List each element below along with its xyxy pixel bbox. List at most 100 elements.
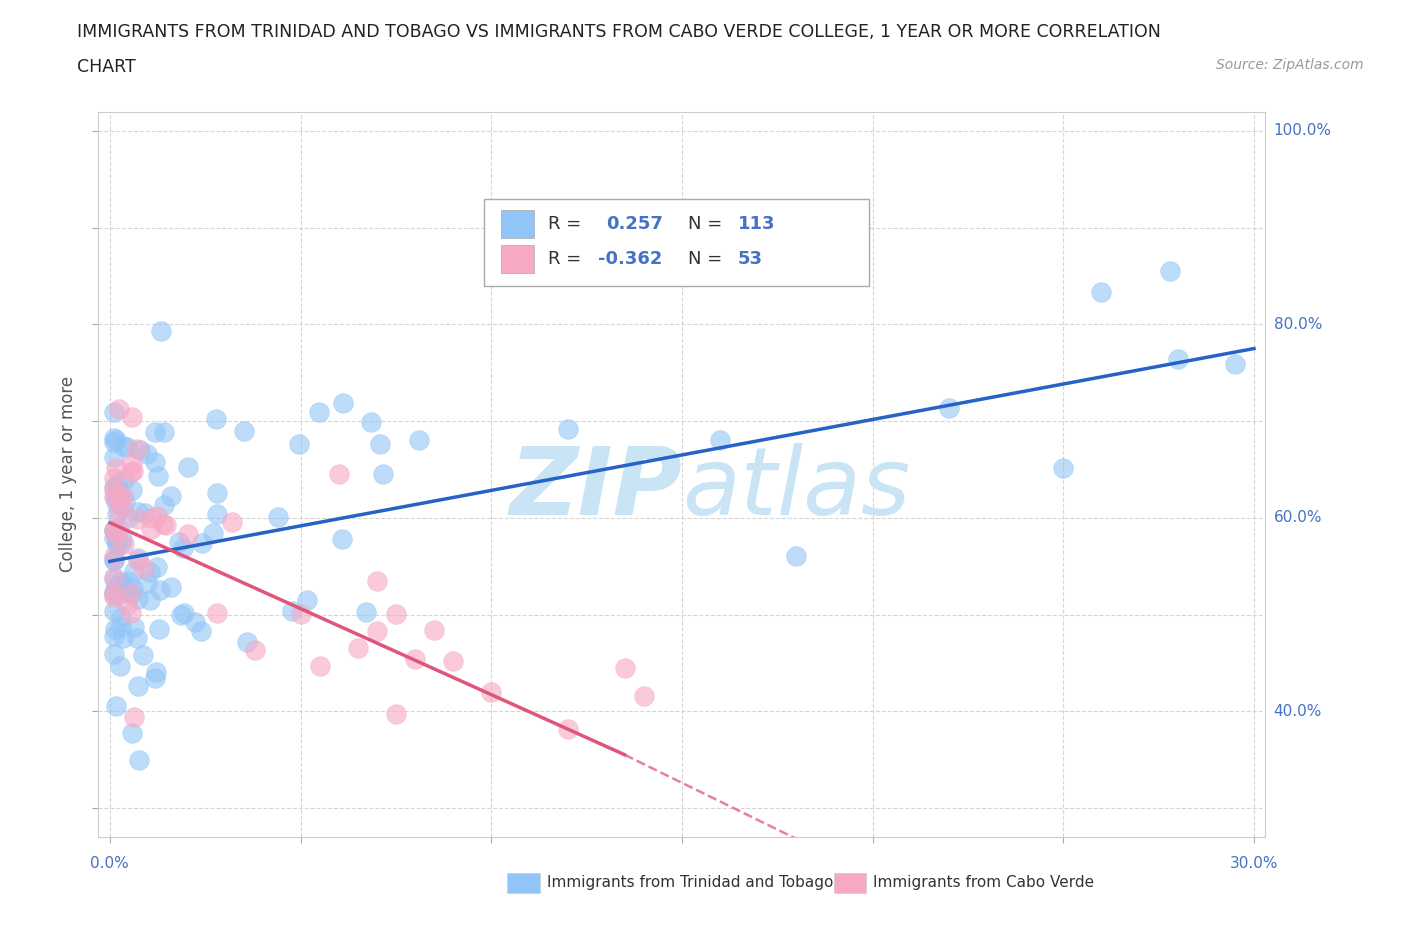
Point — [145, 665, 167, 680]
Point — [103, 523, 125, 538]
Point — [709, 432, 731, 447]
Point — [103, 489, 125, 504]
Point — [160, 579, 183, 594]
Point — [1223, 356, 1246, 371]
Point — [236, 634, 259, 649]
Point — [423, 622, 446, 637]
Point — [408, 432, 430, 447]
Point — [136, 446, 159, 461]
Point — [104, 527, 127, 542]
Point — [112, 472, 135, 487]
Point — [103, 431, 125, 445]
Point — [117, 598, 139, 613]
Point — [118, 586, 141, 601]
Point — [117, 511, 139, 525]
Point — [205, 507, 228, 522]
Point — [103, 483, 125, 498]
Point — [110, 578, 132, 592]
Point — [103, 646, 125, 661]
Point — [170, 608, 193, 623]
Point — [1159, 264, 1181, 279]
Point — [153, 424, 176, 439]
Point — [557, 722, 579, 737]
Text: atlas: atlas — [682, 444, 910, 535]
Point — [105, 494, 128, 509]
Point — [104, 460, 127, 475]
Point — [328, 467, 350, 482]
FancyBboxPatch shape — [484, 199, 869, 286]
Point — [150, 324, 173, 339]
FancyBboxPatch shape — [834, 872, 866, 893]
Text: IMMIGRANTS FROM TRINIDAD AND TOBAGO VS IMMIGRANTS FROM CABO VERDE COLLEGE, 1 YEA: IMMIGRANTS FROM TRINIDAD AND TOBAGO VS I… — [77, 23, 1161, 41]
Point — [103, 604, 125, 618]
Point — [103, 471, 125, 485]
Point — [108, 504, 131, 519]
Text: N =: N = — [688, 215, 728, 233]
Point — [332, 395, 354, 410]
Point — [134, 506, 156, 521]
Point — [107, 521, 129, 536]
Point — [281, 604, 304, 618]
Point — [152, 498, 174, 512]
FancyBboxPatch shape — [508, 872, 540, 893]
Point — [287, 437, 309, 452]
Point — [127, 679, 149, 694]
Text: Source: ZipAtlas.com: Source: ZipAtlas.com — [1216, 58, 1364, 72]
Point — [201, 525, 224, 540]
Text: Immigrants from Cabo Verde: Immigrants from Cabo Verde — [873, 875, 1094, 890]
FancyBboxPatch shape — [501, 246, 534, 272]
Point — [176, 526, 198, 541]
Point — [479, 684, 502, 699]
Point — [121, 409, 143, 424]
Point — [173, 605, 195, 620]
Point — [146, 509, 169, 524]
Point — [360, 414, 382, 429]
Point — [221, 514, 243, 529]
Point — [111, 499, 134, 514]
Point — [110, 537, 132, 551]
Text: 0.0%: 0.0% — [90, 856, 129, 870]
Point — [354, 604, 377, 619]
Text: CHART: CHART — [77, 58, 136, 75]
Point — [122, 619, 145, 634]
Point — [146, 560, 169, 575]
Point — [155, 517, 177, 532]
Point — [117, 573, 139, 588]
Point — [128, 443, 150, 458]
Text: Immigrants from Trinidad and Tobago: Immigrants from Trinidad and Tobago — [547, 875, 832, 890]
Point — [441, 654, 464, 669]
Point — [105, 432, 128, 447]
Point — [385, 607, 408, 622]
Point — [121, 725, 143, 740]
Point — [120, 465, 142, 480]
Point — [127, 631, 149, 645]
Point — [121, 483, 143, 498]
Point — [105, 538, 128, 552]
Text: 40.0%: 40.0% — [1274, 704, 1322, 719]
Point — [172, 541, 194, 556]
Point — [232, 424, 254, 439]
Point — [141, 511, 163, 525]
Point — [190, 623, 212, 638]
Point — [128, 752, 150, 767]
Point — [139, 522, 162, 537]
Point — [146, 469, 169, 484]
Point — [112, 489, 135, 504]
Text: 80.0%: 80.0% — [1274, 317, 1322, 332]
Point — [127, 505, 149, 520]
Point — [127, 552, 149, 567]
Point — [111, 532, 134, 547]
Point — [127, 591, 149, 606]
Point — [346, 640, 368, 655]
Point — [111, 583, 134, 598]
Point — [108, 485, 131, 500]
Point — [152, 516, 174, 531]
Point — [138, 565, 160, 579]
Point — [132, 561, 155, 576]
Point — [613, 661, 636, 676]
Point — [120, 606, 142, 621]
Point — [108, 402, 131, 417]
Point — [103, 590, 125, 604]
Point — [1167, 352, 1189, 366]
Point — [103, 629, 125, 644]
